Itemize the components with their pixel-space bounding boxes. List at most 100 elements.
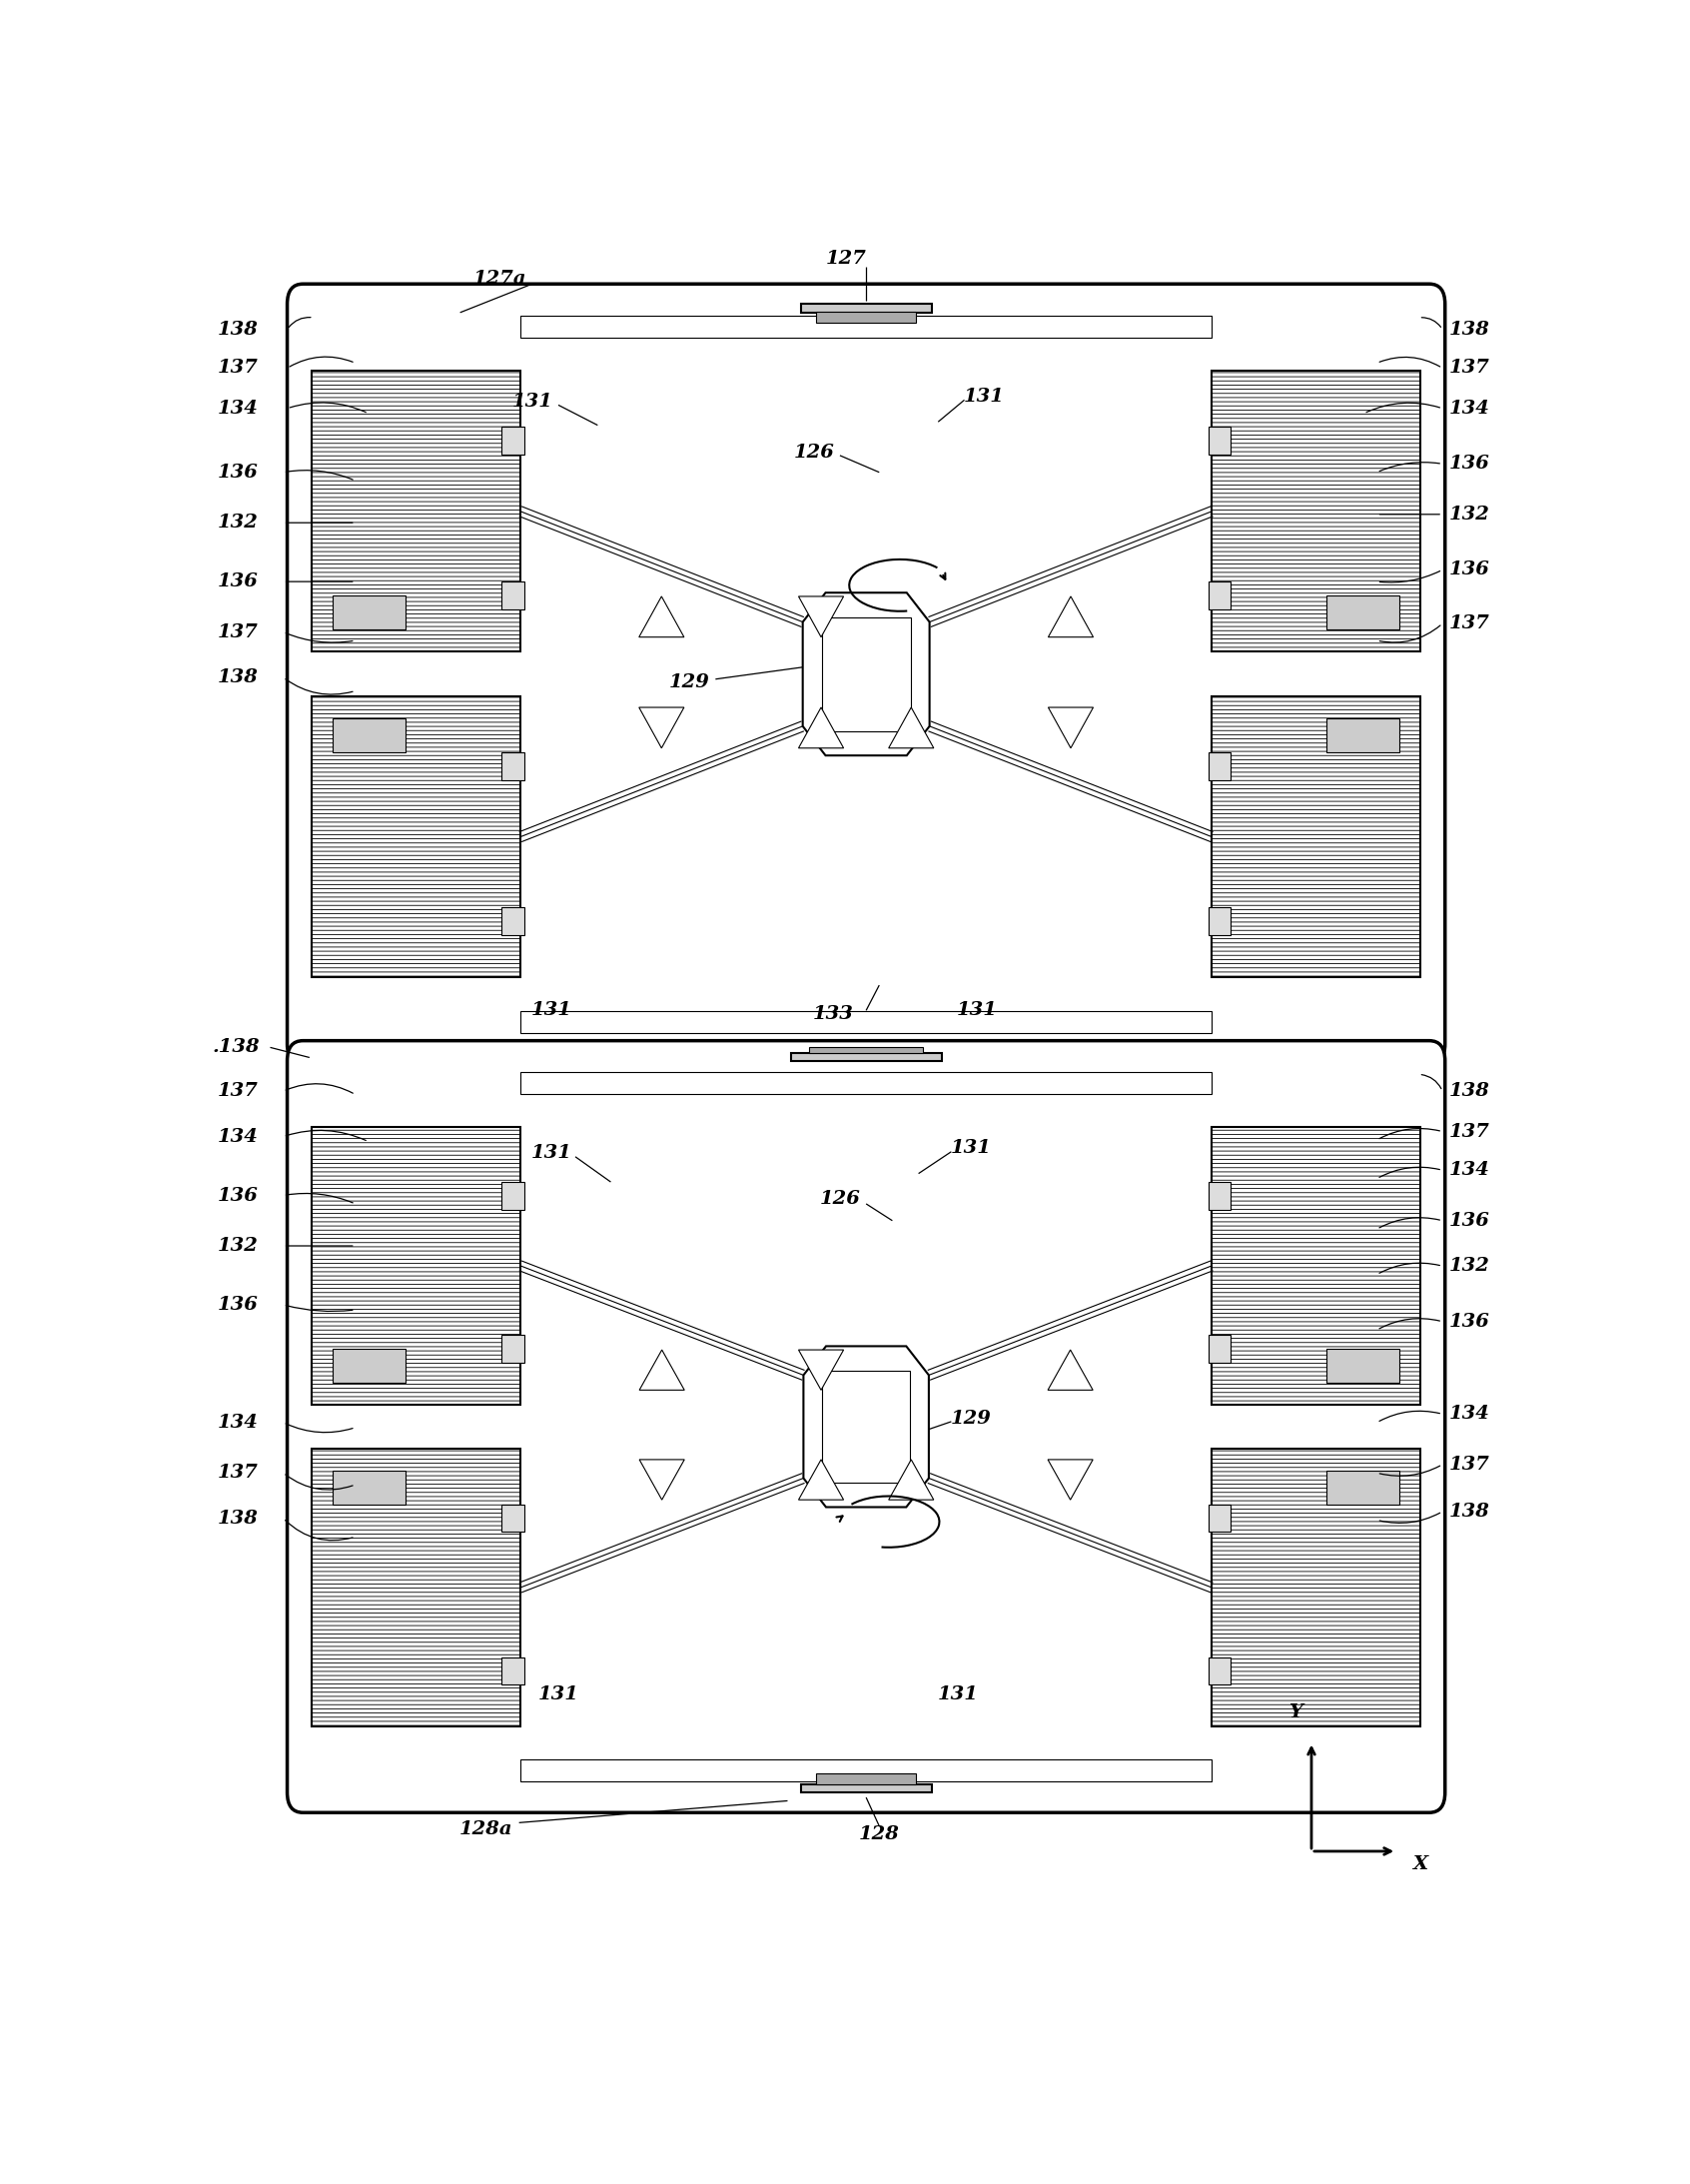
Text: 134: 134 xyxy=(1448,1404,1491,1424)
Text: 138: 138 xyxy=(218,321,259,339)
Text: 132: 132 xyxy=(218,1236,259,1256)
Bar xyxy=(313,1448,521,1728)
Text: 136: 136 xyxy=(1448,1313,1491,1330)
Bar xyxy=(1208,1505,1230,1531)
Bar xyxy=(521,1072,1212,1094)
Text: 132: 132 xyxy=(1448,505,1491,524)
Polygon shape xyxy=(803,592,930,756)
Text: 128a: 128a xyxy=(460,1821,514,1839)
Text: 137: 137 xyxy=(218,1463,259,1483)
Bar xyxy=(791,1053,941,1061)
Text: 138: 138 xyxy=(1448,321,1491,339)
Bar xyxy=(521,314,1212,336)
Bar xyxy=(502,1505,524,1531)
Text: Y: Y xyxy=(1289,1704,1303,1721)
Text: 126: 126 xyxy=(793,443,835,461)
Bar xyxy=(1208,1182,1230,1210)
Text: 138: 138 xyxy=(1448,1081,1491,1101)
Bar xyxy=(1208,581,1230,609)
Text: 131: 131 xyxy=(963,387,1004,406)
Text: 127: 127 xyxy=(826,249,867,269)
Text: 136: 136 xyxy=(218,1295,259,1315)
Polygon shape xyxy=(1048,596,1093,638)
Bar xyxy=(502,1658,524,1684)
Bar xyxy=(1208,906,1230,935)
Text: 131: 131 xyxy=(512,393,553,411)
Bar xyxy=(816,1773,916,1784)
Text: 137: 137 xyxy=(1448,1455,1491,1474)
Bar xyxy=(810,1048,923,1053)
Bar xyxy=(801,1784,931,1793)
Text: 134: 134 xyxy=(1448,1162,1491,1179)
FancyBboxPatch shape xyxy=(287,284,1445,1064)
Polygon shape xyxy=(639,1459,684,1500)
Text: 129: 129 xyxy=(669,673,710,692)
Bar xyxy=(521,1011,1212,1033)
Text: 131: 131 xyxy=(531,1144,573,1162)
Polygon shape xyxy=(1048,1350,1093,1389)
Text: 137: 137 xyxy=(218,358,259,378)
Bar xyxy=(1208,753,1230,780)
Polygon shape xyxy=(889,1459,933,1500)
Bar xyxy=(333,596,406,629)
Polygon shape xyxy=(1048,1459,1093,1500)
Bar xyxy=(1327,1350,1399,1382)
Bar xyxy=(502,906,524,935)
Text: 126: 126 xyxy=(820,1190,860,1208)
Text: 131: 131 xyxy=(537,1686,578,1704)
Polygon shape xyxy=(1048,708,1093,749)
Bar xyxy=(333,1350,406,1382)
Text: 134: 134 xyxy=(218,1127,259,1147)
Polygon shape xyxy=(889,708,933,749)
Text: 128: 128 xyxy=(859,1826,899,1843)
Bar xyxy=(333,1470,406,1505)
Bar xyxy=(502,581,524,609)
Bar xyxy=(1327,596,1399,629)
Polygon shape xyxy=(803,1345,930,1507)
Text: 131: 131 xyxy=(950,1140,992,1158)
Text: 132: 132 xyxy=(218,513,259,531)
Polygon shape xyxy=(639,596,684,638)
Bar xyxy=(1212,371,1420,651)
Text: 136: 136 xyxy=(1448,454,1491,474)
Text: 136: 136 xyxy=(218,1186,259,1203)
Polygon shape xyxy=(799,596,843,638)
Bar xyxy=(816,312,916,323)
Bar xyxy=(821,618,911,732)
Bar xyxy=(801,304,931,312)
Bar xyxy=(1208,426,1230,454)
Bar xyxy=(1208,1658,1230,1684)
Bar xyxy=(313,697,521,978)
Bar xyxy=(1212,1127,1420,1404)
Text: 129: 129 xyxy=(950,1409,992,1426)
Bar xyxy=(333,719,406,753)
Text: X: X xyxy=(1413,1856,1428,1874)
Text: 136: 136 xyxy=(1448,1212,1491,1230)
Text: 131: 131 xyxy=(957,1002,997,1020)
Bar xyxy=(313,371,521,651)
Bar xyxy=(502,753,524,780)
Text: 137: 137 xyxy=(218,1081,259,1101)
Polygon shape xyxy=(799,1350,843,1389)
Polygon shape xyxy=(639,1350,684,1389)
Text: 131: 131 xyxy=(531,1002,573,1020)
Bar xyxy=(502,1182,524,1210)
Text: 136: 136 xyxy=(1448,561,1491,579)
Bar xyxy=(1208,1334,1230,1363)
Text: 127a: 127a xyxy=(473,271,526,288)
Text: 133: 133 xyxy=(813,1005,853,1022)
Text: 137: 137 xyxy=(1448,614,1491,633)
Text: 137: 137 xyxy=(1448,358,1491,378)
Bar xyxy=(502,426,524,454)
Text: 138: 138 xyxy=(1448,1503,1491,1520)
Polygon shape xyxy=(799,708,843,749)
Text: 134: 134 xyxy=(218,400,259,417)
Text: 137: 137 xyxy=(1448,1123,1491,1140)
Polygon shape xyxy=(799,1459,843,1500)
Text: 136: 136 xyxy=(218,463,259,480)
Text: 134: 134 xyxy=(218,1413,259,1431)
Text: 131: 131 xyxy=(938,1686,979,1704)
Bar xyxy=(1327,719,1399,753)
Bar xyxy=(313,1127,521,1404)
FancyArrowPatch shape xyxy=(220,319,308,334)
